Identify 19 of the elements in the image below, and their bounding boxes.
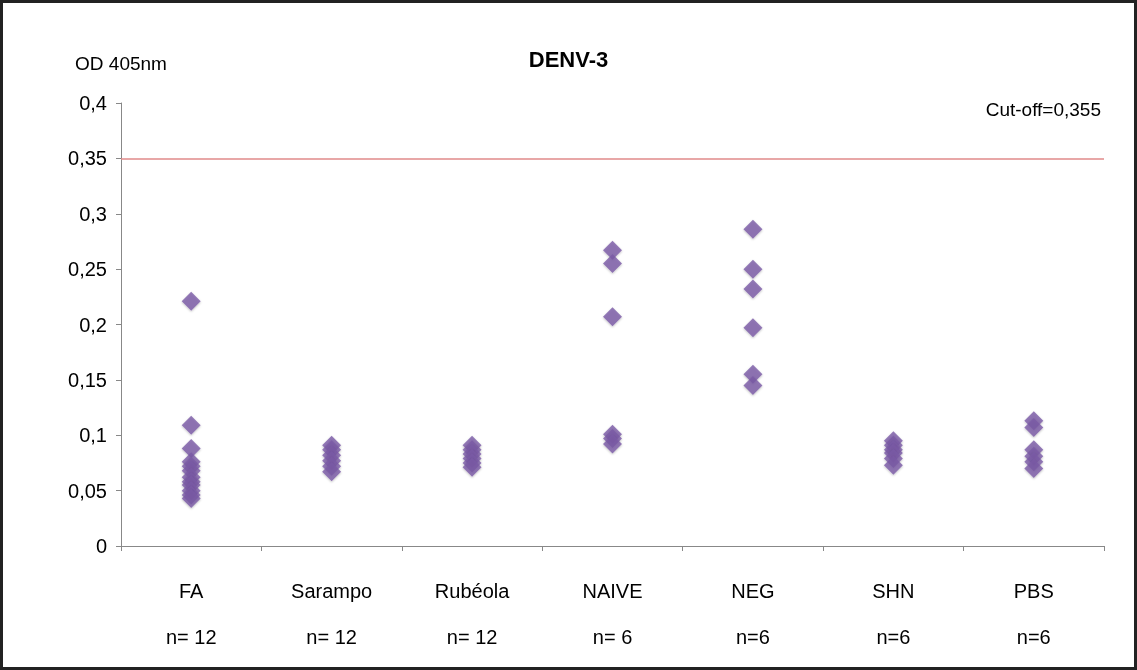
y-tick-label: 0,3 <box>79 202 107 225</box>
category-label: Rubéola n= 12 <box>434 580 510 648</box>
y-tick-label: 0,15 <box>68 368 107 391</box>
annotation: Cut-off=0,355 <box>985 99 1102 120</box>
y-tick-label: 0,2 <box>79 313 107 336</box>
category-label: FA n= 12 <box>165 580 217 648</box>
y-tick-label: 0,4 <box>79 92 107 114</box>
y-tick-label: 0,25 <box>68 258 107 281</box>
category-label: SHN n=6 <box>872 580 915 648</box>
y-tick-label: 0,05 <box>68 479 107 502</box>
y-tick-label: 0 <box>95 535 107 557</box>
y-tick-label: 0,1 <box>79 424 107 447</box>
category-label: PBS n=6 <box>1013 580 1054 648</box>
category-label: Sarampo n= 12 <box>291 580 373 648</box>
y-tick-label: 0,35 <box>68 147 107 170</box>
category-label: NEG n=6 <box>731 580 775 648</box>
chart-title: DENV-3 <box>528 46 609 72</box>
y-axis-title: OD 405nm <box>75 53 167 74</box>
category-label: NAIVE n= 6 <box>582 580 643 648</box>
